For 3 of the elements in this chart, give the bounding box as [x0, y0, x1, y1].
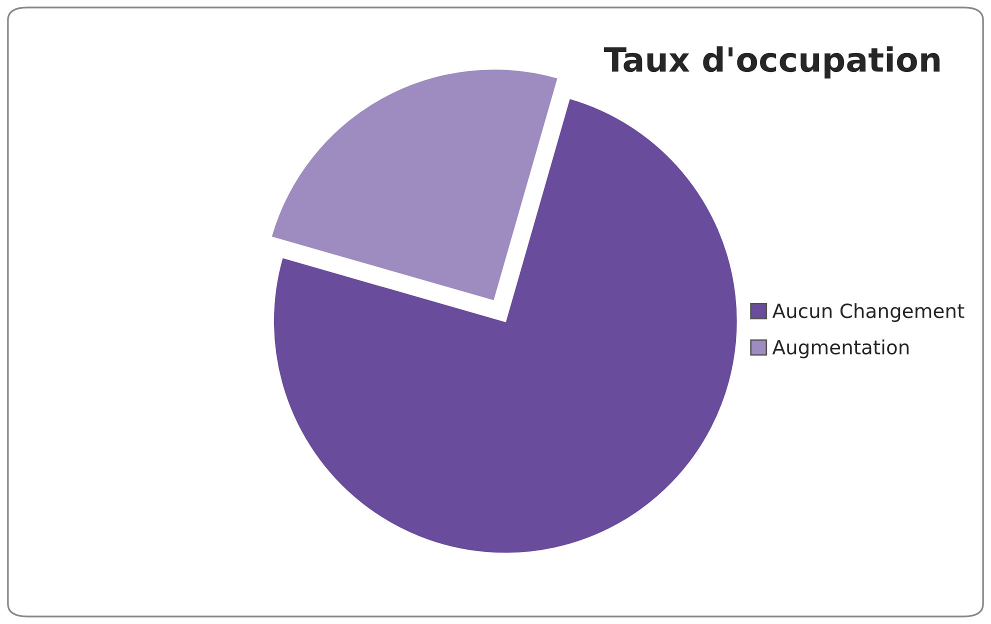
legend-label: Aucun Changement [772, 303, 964, 322]
legend-label: Augmentation [772, 339, 909, 358]
chart-title: Taux d'occupation [604, 46, 940, 79]
